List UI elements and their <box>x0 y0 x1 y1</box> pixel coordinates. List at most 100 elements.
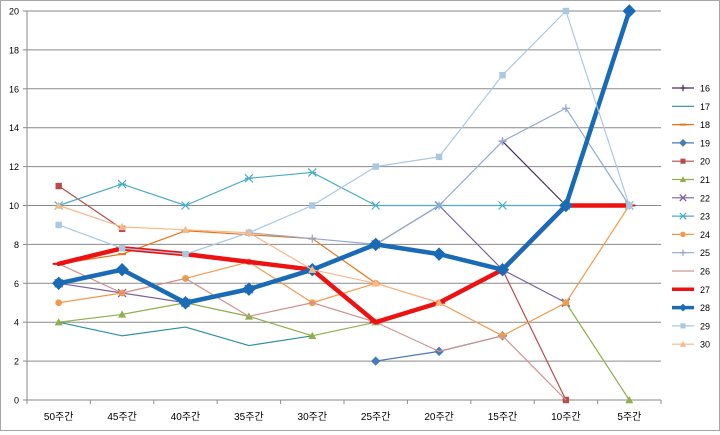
x-tick-label: 40주간 <box>171 411 201 423</box>
y-tick-label: 10 <box>9 201 19 211</box>
data-point <box>178 296 193 310</box>
data-point <box>181 225 190 234</box>
series-line <box>501 140 567 207</box>
x-tick-label: 50주간 <box>44 411 74 423</box>
legend-marker <box>679 212 687 220</box>
legend-label: 27 <box>700 285 710 295</box>
legend-label: 21 <box>700 175 710 185</box>
legend-item: 28 <box>672 303 710 313</box>
data-point <box>308 331 317 340</box>
series-line <box>56 203 632 325</box>
data-point <box>309 202 316 209</box>
x-tick-label: 35주간 <box>234 411 264 423</box>
legend-marker <box>679 303 687 312</box>
series-25 <box>244 104 634 249</box>
legend-marker <box>679 84 687 92</box>
data-point <box>499 71 506 79</box>
legend-item: 23 <box>672 212 710 222</box>
series-line <box>58 10 630 255</box>
data-point <box>182 250 189 258</box>
data-point <box>115 262 129 277</box>
series-line <box>58 204 567 304</box>
legend-label: 26 <box>700 267 710 277</box>
legend-item: 17 <box>672 102 710 112</box>
series-20 <box>55 182 570 404</box>
data-point <box>308 265 317 273</box>
legend-item: 29 <box>672 321 710 331</box>
data-point <box>626 202 633 209</box>
data-point <box>118 310 127 318</box>
series-19 <box>370 331 508 366</box>
y-tick-label: 8 <box>14 240 19 250</box>
data-point <box>495 262 510 277</box>
legend-item: 24 <box>672 230 710 240</box>
legend-item: 22 <box>672 193 710 203</box>
axis-layer: 0 2 4 6 8 10 12 14 16 18 20 50주간 45주간 40주간 35주간 30주간 25주… <box>9 7 662 423</box>
series-line <box>56 8 632 305</box>
data-point <box>435 153 443 161</box>
y-tick-label: 20 <box>9 7 19 17</box>
data-point <box>118 222 127 231</box>
x-tick-label: 25주간 <box>361 411 391 423</box>
legend-label: 25 <box>700 248 710 258</box>
legend-label: 24 <box>700 230 710 240</box>
legend: 16 17 18 19 20 21 22 23 24 25 26 27 28 29 30 <box>672 84 710 350</box>
legend-item: 16 <box>672 84 710 94</box>
grid-layer <box>27 10 661 401</box>
legend-marker <box>680 158 686 164</box>
series-line <box>58 321 313 347</box>
data-point <box>370 356 381 366</box>
legend-item: 30 <box>672 340 710 350</box>
data-point <box>242 282 256 296</box>
x-tick-label: 5주간 <box>617 411 641 423</box>
data-point <box>54 318 63 326</box>
data-point <box>55 299 63 307</box>
legend-label: 18 <box>700 120 710 130</box>
legend-marker <box>679 176 687 183</box>
y-tick-label: 12 <box>9 162 19 172</box>
data-point <box>562 7 570 15</box>
y-tick-label: 6 <box>14 279 19 289</box>
legend-label: 30 <box>700 340 710 350</box>
legend-label: 23 <box>700 212 710 222</box>
x-tick-label: 45주간 <box>107 411 137 423</box>
legend-item: 25 <box>672 248 710 258</box>
data-point <box>244 228 253 236</box>
data-point <box>371 279 380 287</box>
y-tick-label: 14 <box>9 123 19 133</box>
series-line <box>58 171 630 207</box>
legend-marker <box>679 249 687 256</box>
data-point <box>55 221 62 229</box>
legend-item: 19 <box>672 138 710 148</box>
data-point <box>55 182 62 190</box>
series-line <box>58 185 123 230</box>
data-point <box>559 198 573 213</box>
legend-marker <box>679 341 687 347</box>
x-tick-label: 30주간 <box>298 411 328 423</box>
y-tick-label: 16 <box>9 84 19 94</box>
legend-label: 16 <box>700 84 710 94</box>
legend-label: 20 <box>700 157 710 167</box>
legend-item: 27 <box>672 285 710 295</box>
x-tick-label: 20주간 <box>424 411 454 423</box>
data-point <box>118 245 126 252</box>
data-point <box>561 104 570 113</box>
series-16 <box>498 137 570 210</box>
legend-marker <box>680 323 686 329</box>
data-point <box>371 201 381 210</box>
data-point <box>498 201 507 210</box>
data-point <box>432 247 446 261</box>
y-tick-label: 18 <box>9 45 19 55</box>
legend-marker <box>679 194 687 202</box>
legend-item: 26 <box>672 267 710 277</box>
data-point <box>308 234 317 243</box>
data-point <box>372 163 379 170</box>
data-point <box>244 173 254 183</box>
series-30 <box>54 201 444 306</box>
x-tick-label: 10주간 <box>551 411 581 423</box>
legend-label: 22 <box>700 193 710 203</box>
series-26 <box>58 263 567 401</box>
series-23 <box>54 168 634 210</box>
